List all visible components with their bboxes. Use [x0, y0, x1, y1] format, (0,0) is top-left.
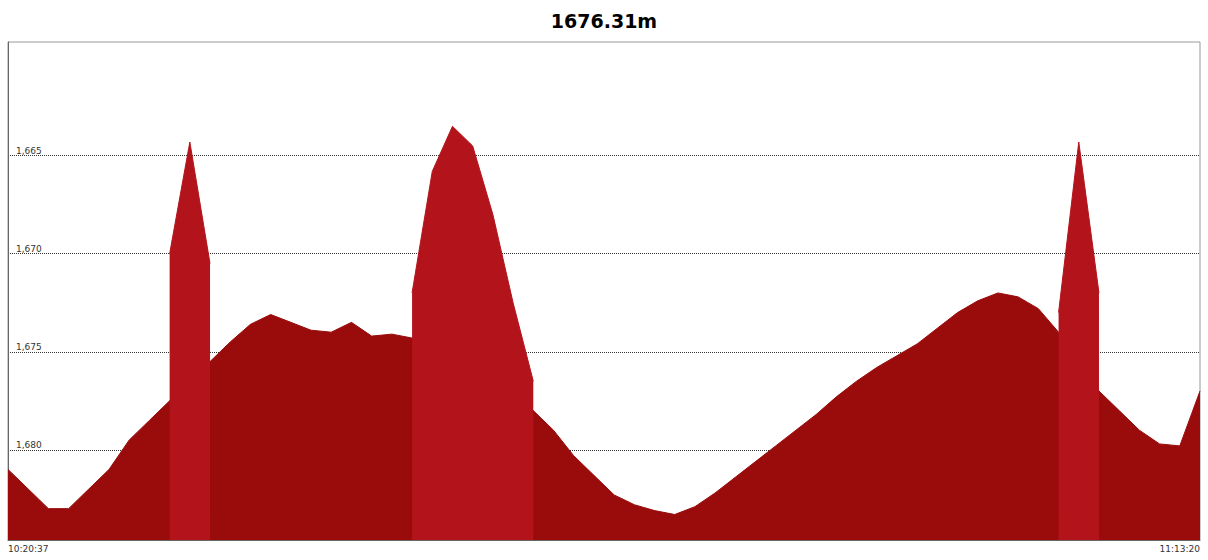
- svg-text:1,670: 1,670: [16, 244, 42, 254]
- svg-text:1,680: 1,680: [16, 440, 42, 450]
- svg-text:1676.31m: 1676.31m: [551, 10, 657, 32]
- svg-text:1,675: 1,675: [16, 342, 42, 352]
- svg-text:11:13:20: 11:13:20: [1160, 544, 1201, 554]
- svg-text:1,665: 1,665: [16, 146, 42, 156]
- svg-text:10:20:37: 10:20:37: [8, 544, 48, 554]
